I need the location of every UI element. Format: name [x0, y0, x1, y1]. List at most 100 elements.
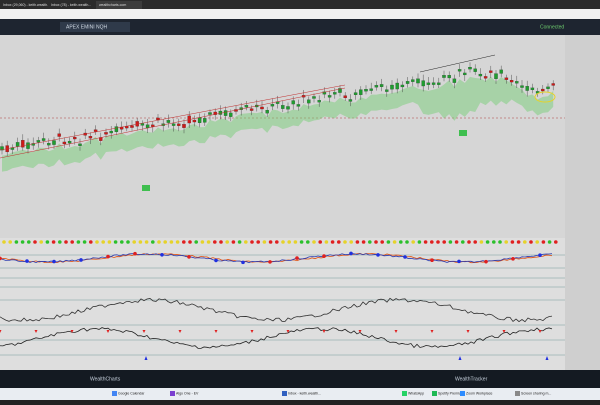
- taskbar-label[interactable]: Spotify Premium: [438, 391, 464, 395]
- bottom-bar: [0, 370, 600, 388]
- osc-dot: [403, 255, 407, 259]
- candle: [171, 123, 176, 126]
- candle: [15, 142, 20, 147]
- signal-box: [459, 130, 467, 136]
- signal-dot: [411, 240, 416, 244]
- signal-dot: [523, 240, 527, 244]
- candle: [494, 73, 498, 79]
- highlight: [534, 91, 556, 103]
- taskbar-label[interactable]: WhatsApp: [408, 391, 424, 395]
- signal-dot: [306, 240, 310, 244]
- taskbar-icon[interactable]: [460, 391, 465, 396]
- marker: [430, 330, 434, 333]
- signal-dot: [529, 240, 533, 244]
- marker: [214, 330, 218, 333]
- signal-dot: [492, 240, 496, 244]
- candle: [104, 132, 108, 135]
- taskbar-icon[interactable]: [282, 391, 287, 396]
- browser-tab-label[interactable]: wealthcharts.com: [99, 3, 126, 7]
- marker: [0, 330, 2, 333]
- osc-dot: [457, 259, 461, 264]
- osc-dot: [187, 255, 191, 259]
- bottom-tab[interactable]: WealthTracker: [455, 376, 488, 382]
- marker: [394, 330, 398, 333]
- taskbar-label[interactable]: Google Calendar: [118, 391, 145, 395]
- candle: [177, 123, 181, 126]
- taskbar-icon[interactable]: [112, 391, 117, 396]
- browser-tab-label[interactable]: Inbox (78) - keith.wealth...: [51, 3, 91, 7]
- browser-tab[interactable]: [0, 1, 46, 9]
- price-pane: [0, 35, 565, 238]
- taskbar-label[interactable]: Algo One - EV: [176, 391, 199, 395]
- signal-dot: [175, 240, 180, 244]
- signal-dot: [498, 240, 502, 244]
- bottom-tab[interactable]: WealthCharts: [90, 376, 121, 382]
- taskbar-icon[interactable]: [515, 391, 520, 396]
- signal-dot: [219, 240, 223, 244]
- signal-dot: [70, 240, 74, 244]
- candle: [442, 75, 446, 78]
- candle: [130, 125, 134, 128]
- candle: [379, 84, 384, 87]
- browser-tab[interactable]: [48, 1, 94, 9]
- candle: [509, 80, 514, 83]
- candle: [192, 119, 197, 123]
- signal-dot: [237, 240, 242, 244]
- signal-dot: [281, 240, 285, 244]
- candles: [0, 62, 555, 172]
- signal-dot: [312, 240, 316, 244]
- signal-dot: [479, 240, 484, 244]
- candle: [223, 110, 228, 116]
- taskbar-label[interactable]: Zoom Workplace: [466, 391, 492, 395]
- signal-dot: [324, 240, 329, 244]
- candle: [385, 89, 389, 92]
- marker: [458, 356, 462, 360]
- candle: [405, 81, 410, 84]
- signal-dot: [144, 240, 149, 244]
- taskbar-label[interactable]: Screen sharing m...: [521, 391, 551, 395]
- signal-dot: [45, 240, 50, 244]
- candle: [281, 105, 285, 109]
- signal-dot: [386, 240, 391, 244]
- candle: [400, 84, 405, 88]
- marker: [142, 330, 146, 333]
- signal-dot: [504, 240, 509, 244]
- taskbar-icon[interactable]: [432, 391, 437, 396]
- candle: [473, 68, 477, 72]
- taskbar-label[interactable]: Inbox - keith.wealth...: [288, 391, 321, 395]
- signal-dot: [58, 240, 62, 244]
- browser-tab[interactable]: [96, 1, 142, 9]
- marker: [70, 330, 74, 333]
- candle: [333, 92, 337, 95]
- candle: [265, 110, 269, 114]
- signal-dot: [275, 240, 279, 244]
- signal-dot: [330, 240, 335, 244]
- signal-dot: [454, 240, 459, 244]
- signal-dot: [448, 240, 453, 244]
- trend-line: [0, 87, 346, 159]
- taskbar-icon[interactable]: [170, 391, 175, 396]
- osc-dot: [241, 260, 245, 265]
- candle: [47, 143, 51, 146]
- signal-dot: [138, 240, 143, 244]
- osc-dot: [0, 256, 2, 261]
- symbol-tab[interactable]: APEX EMINI NQH: [66, 24, 108, 30]
- osc-dot: [268, 260, 272, 264]
- candle: [327, 95, 332, 98]
- candle: [515, 81, 519, 84]
- candle: [541, 88, 545, 92]
- signal-dot: [126, 240, 130, 244]
- candle: [478, 73, 483, 77]
- taskbar-icon[interactable]: [402, 391, 407, 396]
- osc-dot: [322, 254, 326, 258]
- signal-dot: [20, 240, 25, 244]
- candle: [182, 124, 186, 128]
- signal-dot: [182, 240, 186, 244]
- address-bar: [0, 9, 600, 19]
- symbol-tab-bg[interactable]: [60, 22, 130, 32]
- browser-tab-label[interactable]: Inbox (29,060) - keith.wealth...: [3, 3, 50, 7]
- candle: [0, 146, 4, 151]
- candle: [452, 78, 457, 83]
- signal-dot: [442, 240, 447, 244]
